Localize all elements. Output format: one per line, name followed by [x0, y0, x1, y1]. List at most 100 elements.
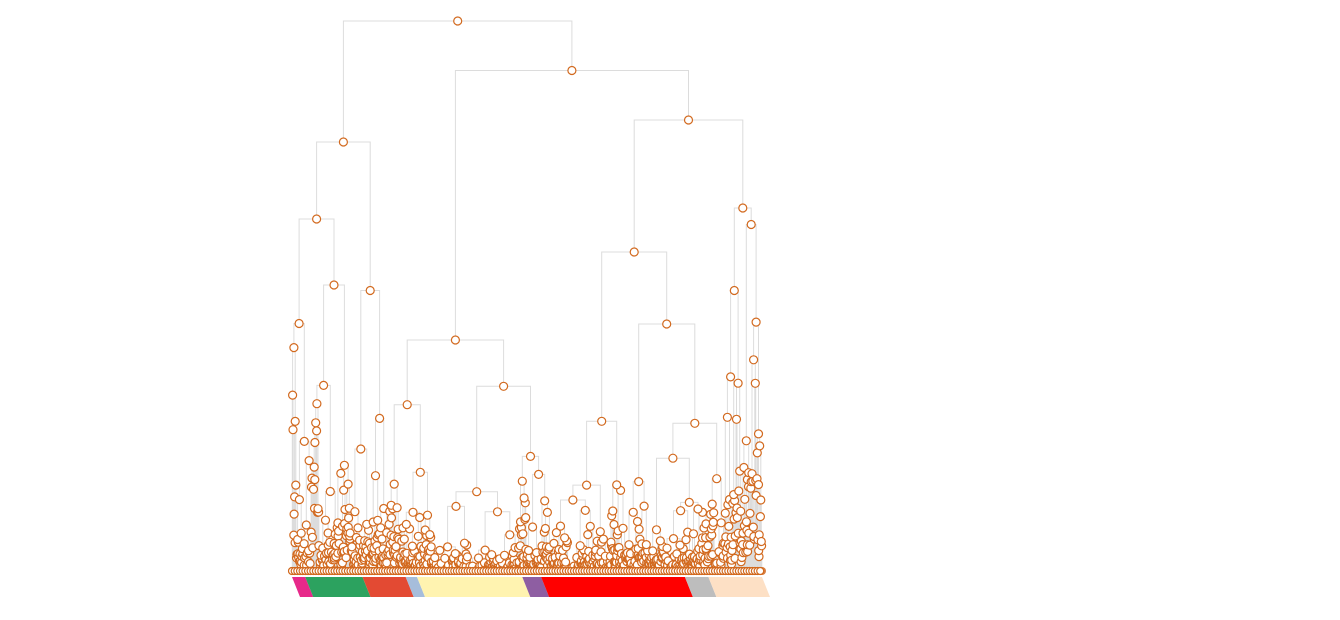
merge-node[interactable] — [533, 469, 544, 479]
merge-node[interactable] — [310, 475, 320, 485]
merge-node[interactable] — [722, 412, 733, 422]
merge-node[interactable] — [542, 507, 553, 518]
merge-node[interactable] — [310, 437, 320, 448]
leaf-node[interactable] — [756, 566, 765, 576]
merge-node[interactable] — [377, 534, 387, 544]
merge-node[interactable] — [628, 507, 638, 517]
merge-node[interactable] — [521, 512, 531, 523]
merge-node[interactable] — [450, 335, 460, 345]
merge-node[interactable] — [305, 558, 315, 569]
merge-node[interactable] — [499, 550, 510, 560]
merge-node[interactable] — [294, 318, 304, 329]
merge-node[interactable] — [551, 527, 562, 538]
merge-node[interactable] — [568, 495, 578, 505]
merge-node[interactable] — [320, 515, 331, 525]
merge-node[interactable] — [597, 416, 607, 426]
merge-node[interactable] — [741, 436, 751, 446]
merge-node[interactable] — [712, 474, 722, 484]
merge-node[interactable] — [308, 484, 319, 494]
merge-node[interactable] — [356, 444, 366, 454]
merge-node[interactable] — [525, 451, 536, 461]
merge-node[interactable] — [430, 552, 440, 563]
merge-node[interactable] — [651, 525, 662, 535]
merge-node[interactable] — [288, 425, 298, 435]
merge-node[interactable] — [453, 16, 463, 26]
merge-node[interactable] — [301, 520, 311, 530]
merge-node[interactable] — [634, 524, 644, 534]
merge-node[interactable] — [382, 558, 392, 568]
merge-node[interactable] — [634, 477, 644, 487]
merge-node[interactable] — [353, 523, 363, 533]
merge-node[interactable] — [350, 507, 360, 517]
merge-node[interactable] — [389, 479, 399, 489]
merge-node[interactable] — [745, 508, 755, 519]
merge-node[interactable] — [426, 542, 436, 552]
merge-node[interactable] — [299, 436, 309, 446]
merge-node[interactable] — [748, 522, 758, 532]
merge-node[interactable] — [294, 495, 304, 505]
merge-node[interactable] — [289, 509, 299, 519]
merge-node[interactable] — [443, 542, 453, 552]
merge-node[interactable] — [347, 542, 357, 552]
merge-node[interactable] — [725, 372, 736, 382]
merge-node[interactable] — [540, 496, 550, 506]
merge-node[interactable] — [527, 522, 538, 532]
merge-node[interactable] — [290, 416, 300, 426]
merge-node[interactable] — [741, 517, 752, 527]
merge-node[interactable] — [338, 137, 348, 147]
merge-node[interactable] — [662, 319, 672, 329]
merge-node[interactable] — [756, 536, 766, 547]
merge-node[interactable] — [299, 539, 309, 549]
merge-node[interactable] — [325, 486, 335, 497]
merge-node[interactable] — [720, 508, 730, 518]
merge-node[interactable] — [386, 513, 397, 523]
merge-node[interactable] — [339, 460, 349, 470]
merge-node[interactable] — [312, 399, 322, 409]
merge-node[interactable] — [345, 528, 355, 538]
merge-node[interactable] — [549, 538, 559, 549]
merge-node[interactable] — [738, 203, 748, 213]
merge-node[interactable] — [668, 533, 679, 544]
merge-node[interactable] — [746, 219, 756, 230]
merge-node[interactable] — [401, 519, 411, 530]
merge-node[interactable] — [472, 487, 482, 497]
merge-node[interactable] — [675, 506, 686, 516]
merge-node[interactable] — [307, 532, 317, 542]
merge-node[interactable] — [683, 115, 694, 125]
merge-node[interactable] — [750, 378, 760, 388]
merge-node[interactable] — [707, 499, 717, 509]
merge-node[interactable] — [612, 480, 622, 490]
merge-node[interactable] — [399, 534, 409, 544]
merge-node[interactable] — [373, 515, 383, 525]
merge-node[interactable] — [716, 518, 726, 528]
merge-node[interactable] — [309, 462, 319, 472]
merge-node[interactable] — [641, 539, 651, 550]
merge-node[interactable] — [740, 494, 750, 504]
merge-node[interactable] — [289, 343, 299, 353]
merge-node[interactable] — [370, 471, 381, 481]
merge-node[interactable] — [492, 507, 503, 517]
merge-node[interactable] — [312, 426, 322, 436]
merge-node[interactable] — [339, 485, 349, 495]
merge-node[interactable] — [343, 479, 353, 489]
merge-node[interactable] — [519, 493, 529, 503]
merge-node[interactable] — [734, 486, 744, 496]
merge-node[interactable] — [729, 285, 739, 296]
merge-node[interactable] — [540, 523, 551, 534]
merge-node[interactable] — [459, 538, 470, 548]
merge-node[interactable] — [709, 508, 719, 518]
merge-node[interactable] — [559, 533, 570, 543]
merge-node[interactable] — [575, 541, 585, 551]
merge-node[interactable] — [753, 429, 764, 439]
merge-node[interactable] — [755, 511, 766, 522]
merge-node[interactable] — [756, 495, 766, 505]
merge-node[interactable] — [560, 557, 571, 567]
merge-node[interactable] — [583, 529, 593, 540]
merge-node[interactable] — [648, 546, 658, 556]
merge-node[interactable] — [413, 531, 423, 541]
merge-node[interactable] — [618, 523, 628, 533]
merge-node[interactable] — [748, 355, 759, 365]
merge-node[interactable] — [425, 529, 435, 540]
merge-node[interactable] — [407, 541, 417, 551]
merge-node[interactable] — [450, 548, 460, 559]
